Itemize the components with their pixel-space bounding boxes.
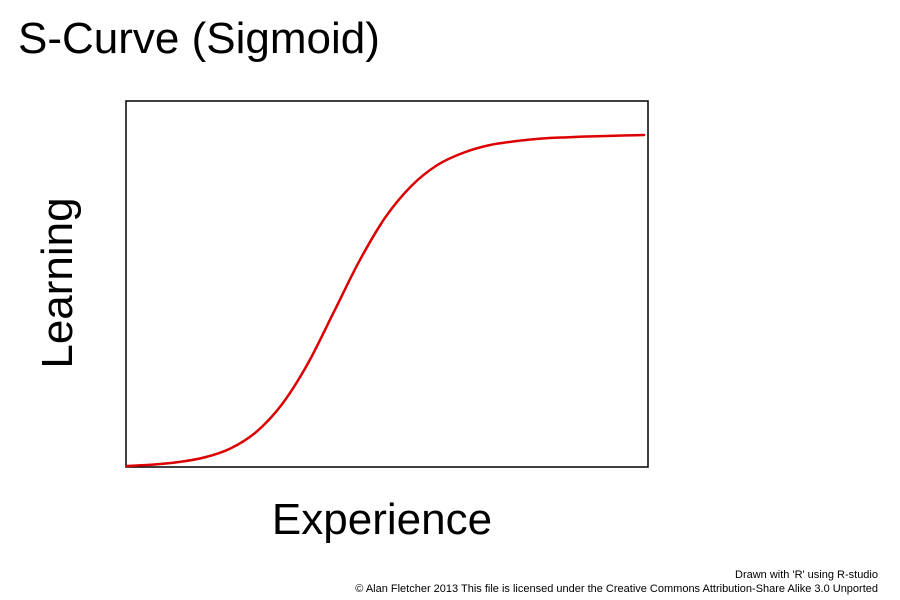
x-axis-label: Experience [271,495,493,544]
credits-line-2: © Alan Fletcher 2013 This file is licens… [355,583,878,595]
chart-title: S-Curve (Sigmoid) [18,14,380,63]
series-points [125,133,646,468]
y-axis-label: Learning [33,197,82,369]
credits: Drawn with 'R' using R-studio © Alan Fle… [355,568,878,596]
series-line [125,133,646,468]
credits-line-1: Drawn with 'R' using R-studio [735,569,878,581]
plot-frame [125,100,649,468]
